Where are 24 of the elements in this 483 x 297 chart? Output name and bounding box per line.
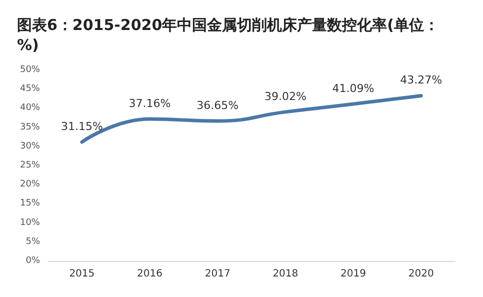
y-tick-label: 25% — [20, 160, 40, 170]
data-label: 37.16% — [128, 97, 171, 110]
y-tick-label: 5% — [26, 236, 40, 247]
data-label: 39.02% — [264, 90, 306, 103]
x-tick-label: 2019 — [340, 268, 366, 280]
x-tick-label: 2017 — [204, 268, 230, 280]
x-tick-label: 2016 — [137, 268, 162, 280]
y-tick-label: 40% — [20, 103, 40, 114]
y-tick-label: 10% — [20, 218, 40, 228]
data-label: 36.65% — [196, 98, 239, 112]
y-tick-label: 30% — [20, 141, 40, 152]
x-tick-label: 2020 — [408, 268, 434, 280]
x-tick-label: 2015 — [69, 268, 95, 280]
y-tick-label: 15% — [20, 198, 40, 209]
y-tick-label: 50% — [20, 65, 40, 75]
y-tick-label: 35% — [20, 122, 40, 132]
data-label: 31.15% — [60, 120, 103, 134]
x-tick-label: 2018 — [272, 268, 298, 280]
chart-title: 图表6：2015-2020年中国金属切削机床产量数控化率(单位：%) — [17, 16, 440, 54]
y-tick-label: 0% — [26, 256, 40, 266]
data-label: 43.27% — [400, 74, 442, 87]
y-tick-label: 20% — [20, 180, 40, 190]
y-tick-label: 45% — [20, 84, 40, 94]
data-label: 41.09% — [332, 82, 374, 96]
